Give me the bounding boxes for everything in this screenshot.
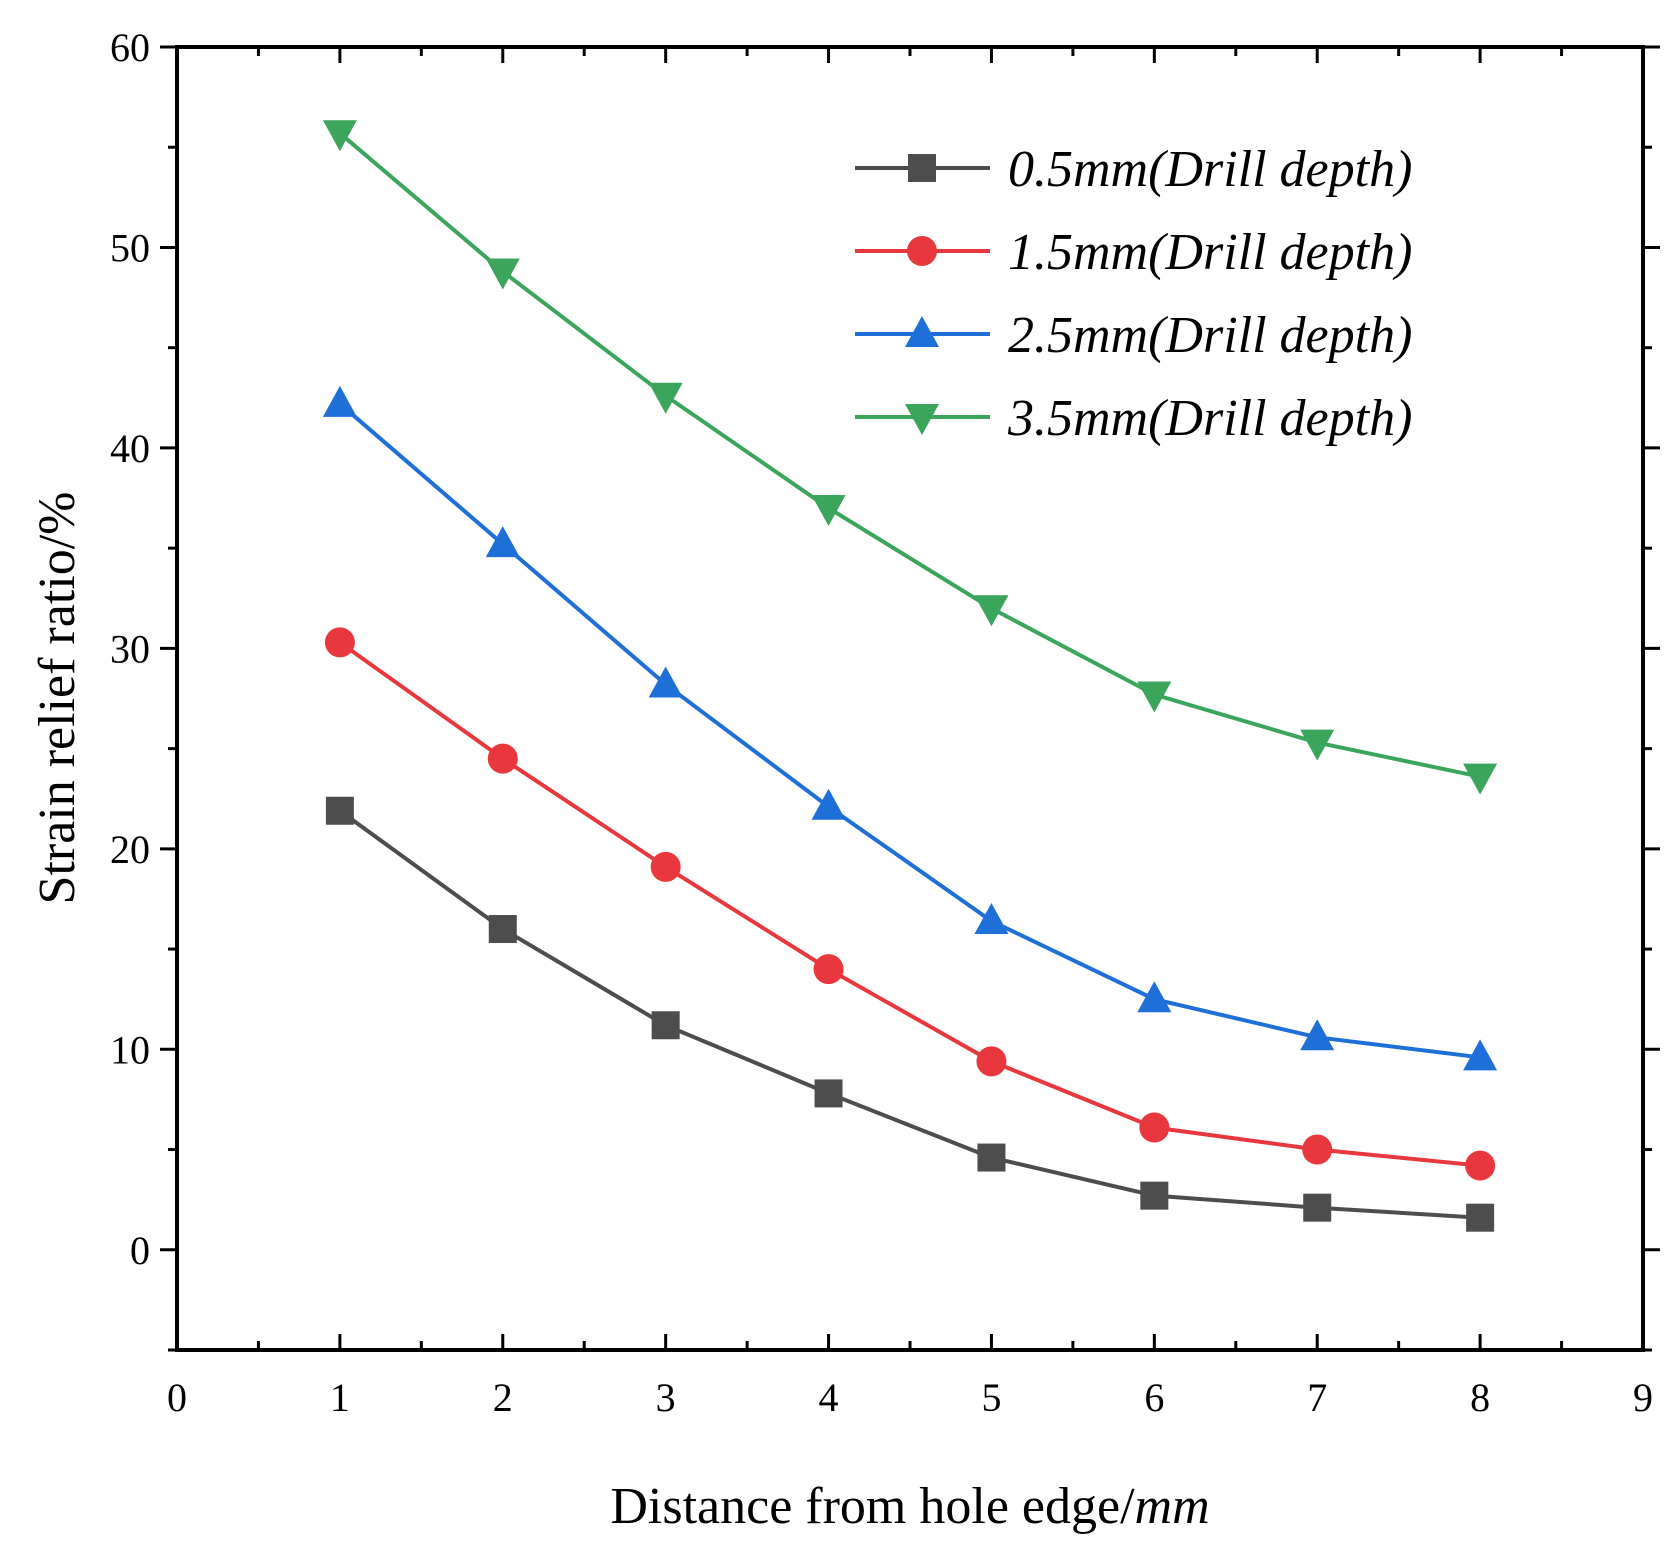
data-point bbox=[1140, 1181, 1169, 1210]
data-point bbox=[974, 903, 1009, 935]
data-point bbox=[974, 595, 1009, 627]
y-tick-label: 40 bbox=[110, 426, 150, 471]
data-point bbox=[651, 1011, 680, 1040]
plot-series bbox=[322, 120, 1498, 1232]
data-point bbox=[485, 258, 520, 290]
legend-item: 0.5mm(Drill depth) bbox=[855, 141, 1412, 198]
data-point bbox=[813, 954, 844, 985]
legend-label: 1.5mm(Drill depth) bbox=[1008, 224, 1412, 281]
x-tick-label: 0 bbox=[167, 1375, 187, 1420]
x-tick-label: 7 bbox=[1307, 1375, 1327, 1420]
legend-marker bbox=[908, 154, 936, 182]
data-point bbox=[976, 1046, 1007, 1077]
data-point bbox=[811, 788, 846, 820]
legend-item: 1.5mm(Drill depth) bbox=[855, 224, 1412, 281]
series-4 bbox=[322, 120, 1498, 795]
series-line bbox=[338, 809, 1481, 1220]
data-point bbox=[1303, 1193, 1332, 1222]
data-point bbox=[1300, 1019, 1335, 1051]
y-tick-label: 50 bbox=[110, 225, 150, 270]
x-tick-label: 2 bbox=[493, 1375, 513, 1420]
x-tick-label: 3 bbox=[656, 1375, 676, 1420]
series-line bbox=[338, 131, 1481, 779]
data-point bbox=[1302, 1134, 1333, 1165]
x-tick-label: 8 bbox=[1470, 1375, 1490, 1420]
data-point bbox=[1139, 1112, 1170, 1143]
legend-label: 3.5mm(Drill depth) bbox=[1007, 390, 1412, 447]
legend: 0.5mm(Drill depth) 1.5mm(Drill depth) 2.5m… bbox=[855, 141, 1412, 447]
data-point bbox=[1463, 1039, 1498, 1071]
data-point bbox=[322, 385, 357, 417]
y-tick-label: 10 bbox=[110, 1027, 150, 1072]
series-2 bbox=[324, 627, 1496, 1181]
data-point bbox=[648, 666, 683, 698]
data-point bbox=[325, 796, 354, 825]
legend-marker bbox=[905, 316, 939, 347]
x-tick-label: 1 bbox=[330, 1375, 350, 1420]
y-tick-label: 0 bbox=[130, 1228, 150, 1273]
legend-label: 0.5mm(Drill depth) bbox=[1008, 141, 1412, 198]
legend-item: 2.5mm(Drill depth) bbox=[855, 307, 1412, 364]
x-tick-label: 6 bbox=[1144, 1375, 1164, 1420]
x-axis-title: Distance from hole edge/mm bbox=[610, 1478, 1209, 1535]
x-tick-label: 4 bbox=[819, 1375, 839, 1420]
data-point bbox=[485, 526, 520, 558]
y-tick-label: 20 bbox=[110, 827, 150, 872]
data-point bbox=[977, 1143, 1006, 1172]
data-point bbox=[1137, 981, 1172, 1013]
y-axis-title: Strain relief ratio/% bbox=[29, 492, 86, 905]
data-point bbox=[488, 915, 517, 944]
series-line bbox=[338, 402, 1481, 1060]
x-tick-label: 9 bbox=[1633, 1375, 1653, 1420]
data-point bbox=[487, 743, 518, 774]
legend-marker bbox=[907, 236, 937, 266]
legend-label: 2.5mm(Drill depth) bbox=[1008, 307, 1412, 364]
data-point bbox=[814, 1079, 843, 1108]
legend-marker bbox=[905, 404, 939, 435]
data-point bbox=[1137, 681, 1172, 713]
x-tick-label: 5 bbox=[981, 1375, 1001, 1420]
data-point bbox=[1300, 729, 1335, 761]
data-point bbox=[1465, 1150, 1496, 1181]
tick-labels: 0 1 2 3 4 5 6 7 8 9 0 10 20 30 40 50 60 bbox=[110, 25, 1653, 1420]
series-1 bbox=[325, 796, 1495, 1232]
data-point bbox=[1463, 763, 1498, 795]
data-point bbox=[324, 627, 355, 658]
data-point bbox=[648, 382, 683, 414]
legend-item: 3.5mm(Drill depth) bbox=[855, 390, 1412, 447]
y-tick-label: 30 bbox=[110, 626, 150, 671]
y-tick-label: 60 bbox=[110, 25, 150, 70]
data-point bbox=[1466, 1203, 1495, 1232]
series-3 bbox=[322, 385, 1498, 1071]
series-line bbox=[338, 640, 1481, 1168]
data-point bbox=[650, 851, 681, 882]
data-point bbox=[811, 495, 846, 527]
plot-frame bbox=[175, 45, 1645, 1352]
data-point bbox=[322, 120, 357, 152]
